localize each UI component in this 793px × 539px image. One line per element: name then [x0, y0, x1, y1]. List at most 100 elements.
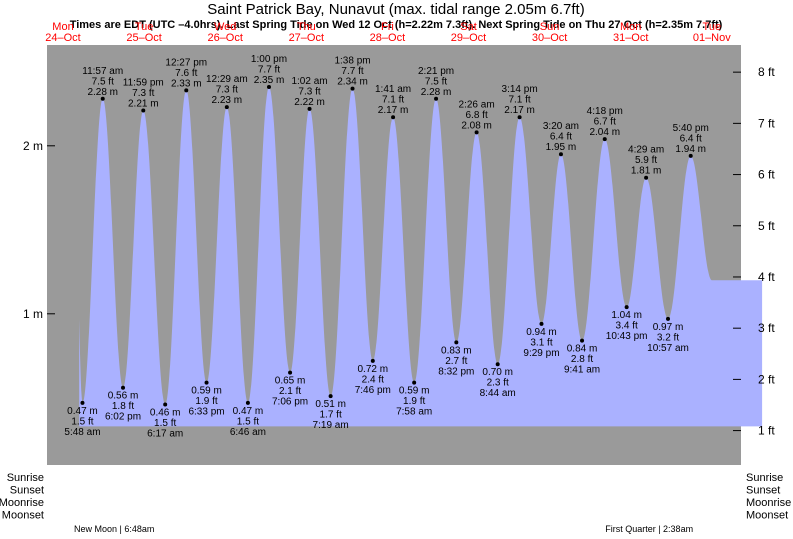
low-tide-marker [454, 340, 459, 345]
low-tide-label: 0.70 m [482, 367, 513, 378]
astro-row-label-left: Moonset [2, 510, 44, 522]
low-tide-label: 1.8 ft [112, 401, 134, 412]
low-tide-label: 0.47 m [67, 406, 98, 417]
high-tide-label: 7.1 ft [508, 95, 530, 106]
high-tide-marker [350, 86, 355, 91]
high-tide-label: 2.28 m [87, 87, 118, 98]
low-tide-label: 3.2 ft [657, 332, 679, 343]
high-tide-label: 7.1 ft [382, 95, 404, 106]
right-axis-tick-label: 5 ft [758, 219, 775, 233]
high-tide-label: 7.7 ft [258, 65, 280, 76]
high-tide-label: 1:00 pm [251, 54, 287, 65]
astro-row-label-right: Sunset [746, 485, 780, 497]
low-tide-marker [121, 385, 126, 390]
high-tide-label: 2.17 m [504, 105, 535, 116]
axis-ticks: 1 m 2 m 1 ft 2 ft 3 ft 4 ft 5 ft 6 ft 7 ft 8 ft [23, 65, 775, 437]
high-tide-label: 11:59 pm [123, 78, 164, 89]
low-tide-label: 0.59 m [191, 386, 222, 397]
high-tide-label: 7.3 ft [216, 85, 238, 96]
low-tide-label: 1.7 ft [320, 410, 342, 421]
low-tide-label: 2.1 ft [279, 386, 301, 397]
right-axis-tick-label: 1 ft [758, 424, 775, 438]
low-tide-label: 6:17 am [147, 429, 183, 440]
high-tide-label: 1.95 m [546, 142, 577, 153]
low-tide-label: 1.9 ft [195, 396, 217, 407]
high-tide-marker [141, 108, 146, 113]
high-tide-label: 2.08 m [461, 120, 492, 131]
low-tide-label: 1.5 ft [71, 416, 93, 427]
low-tide-label: 10:43 pm [606, 331, 648, 342]
chart-subtitle: Times are EDT (UTC –4.0hrs). Last Spring… [70, 19, 723, 31]
low-tide-marker [288, 370, 293, 375]
low-tide-label: 1.9 ft [403, 396, 425, 407]
day-weekday-label: Sat [460, 21, 477, 33]
day-date-label: 26–Oct [207, 32, 242, 44]
high-tide-marker [644, 175, 649, 180]
high-tide-marker [100, 96, 105, 101]
high-tide-marker [266, 85, 271, 89]
day-weekday-label: Tue [135, 21, 154, 33]
high-tide-label: 12:29 am [206, 74, 248, 85]
high-tide-label: 7.7 ft [341, 66, 363, 77]
astro-row-label-right: Moonrise [746, 497, 791, 509]
astro-row-label-right: Moonset [746, 510, 788, 522]
high-tide-label: 1:41 am [375, 84, 411, 95]
low-tide-label: 0.46 m [150, 408, 181, 419]
high-tide-label: 2.23 m [212, 95, 243, 106]
high-tide-marker [391, 115, 396, 120]
left-axis-tick-label: 1 m [23, 307, 43, 321]
low-tide-label: 9:29 pm [523, 348, 559, 359]
tide-area [79, 87, 763, 427]
low-tide-label: 2.7 ft [445, 356, 467, 367]
high-tide-marker [517, 115, 522, 120]
day-weekday-label: Sun [540, 21, 560, 33]
high-tide-label: 6.7 ft [594, 117, 616, 128]
low-tide-marker [163, 402, 168, 407]
astro-row-label-right: Sunrise [746, 472, 783, 484]
low-tide-label: 10:57 am [647, 343, 689, 354]
high-tide-label: 2.35 m [254, 75, 285, 86]
day-labels: 24–OctMon25–OctTue26–OctWed27–OctThu28–O… [45, 21, 731, 44]
low-tide-marker [245, 400, 250, 405]
high-tide-label: 2.17 m [378, 105, 409, 116]
low-tide-label: 0.51 m [315, 399, 346, 410]
day-date-label: 30–Oct [532, 32, 567, 44]
moon-phase-label: New Moon | 6:48am [74, 524, 154, 534]
day-weekday-label: Thu [297, 21, 316, 33]
high-tide-label: 6.4 ft [550, 132, 572, 143]
right-axis-tick-label: 7 ft [758, 116, 775, 130]
low-tide-label: 1.04 m [611, 310, 642, 321]
low-tide-marker [80, 400, 85, 405]
low-tide-label: 7:19 am [313, 420, 349, 431]
low-tide-marker [539, 321, 544, 326]
day-date-label: 28–Oct [370, 32, 405, 44]
high-tide-label: 6.8 ft [465, 110, 487, 121]
day-date-label: 27–Oct [289, 32, 324, 44]
high-tide-label: 11:57 am [82, 66, 123, 77]
low-tide-label: 5:48 am [64, 427, 100, 438]
low-tide-label: 0.97 m [653, 322, 684, 333]
high-tide-label: 7.5 ft [425, 76, 447, 87]
high-tide-marker [307, 106, 312, 111]
low-tide-label: 0.84 m [567, 344, 598, 355]
high-tide-marker [474, 130, 479, 135]
low-tide-label: 2.8 ft [571, 354, 593, 365]
high-tide-label: 2.04 m [589, 127, 620, 138]
high-tide-label: 7.5 ft [92, 76, 114, 87]
low-tide-label: 6:33 pm [188, 407, 224, 418]
low-tide-label: 7:58 am [396, 407, 432, 418]
day-date-label: 24–Oct [45, 32, 80, 44]
high-tide-label: 2:26 am [459, 99, 495, 110]
high-tide-label: 7.3 ft [132, 88, 154, 99]
right-axis-tick-label: 2 ft [758, 372, 775, 386]
astro-row-label-left: Moonrise [0, 497, 44, 509]
low-tide-label: 6:46 am [230, 427, 266, 438]
high-tide-label: 4:18 pm [587, 106, 623, 117]
low-tide-label: 0.47 m [233, 406, 264, 417]
low-tide-label: 7:06 pm [272, 397, 308, 408]
low-tide-marker [204, 380, 209, 385]
high-tide-marker [184, 88, 189, 93]
right-axis-tick-label: 4 ft [758, 270, 775, 284]
low-tide-label: 0.65 m [275, 376, 306, 387]
